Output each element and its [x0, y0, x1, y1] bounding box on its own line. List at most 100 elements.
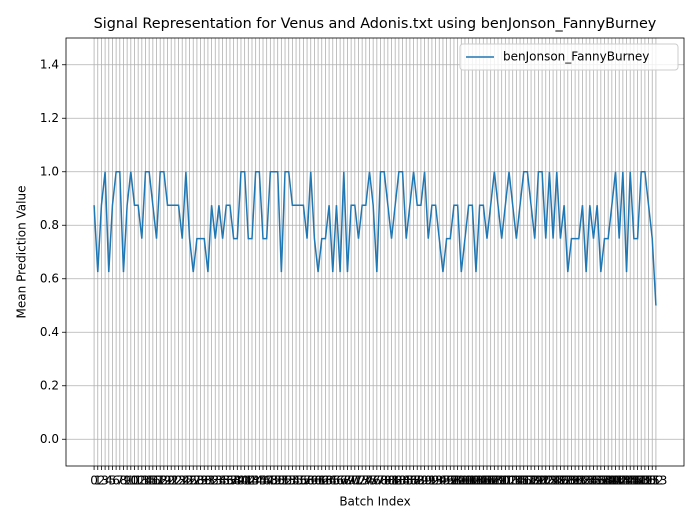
x-tick-label: 0	[90, 474, 98, 488]
x-tick-label: 58	[299, 474, 314, 488]
x-tick-label: 82	[388, 474, 403, 488]
x-tick-label: 40	[233, 474, 248, 488]
x-tick-label: 51	[274, 474, 289, 488]
x-tick-label: 129	[556, 474, 579, 488]
x-tick-label: 47	[259, 474, 274, 488]
x-tick-label: 90	[417, 474, 432, 488]
y-tick-label: 1.2	[40, 111, 59, 125]
x-tick-label: 63	[318, 474, 333, 488]
x-tick-label: 106	[472, 474, 495, 488]
x-tick-label: 133	[571, 474, 594, 488]
x-tick-label: 136	[582, 474, 605, 488]
x-tick-label: 48	[263, 474, 278, 488]
x-tick-label: 109	[483, 474, 506, 488]
x-tick-label: 72	[351, 474, 366, 488]
x-tick-label: 147	[622, 474, 645, 488]
x-tick-label: 80	[380, 474, 395, 488]
x-tick-label: 38	[226, 474, 241, 488]
x-tick-label: 102	[457, 474, 480, 488]
x-tick-label: 54	[285, 474, 300, 488]
x-tick-label: 15	[142, 474, 157, 488]
y-tick-label: 0.4	[40, 325, 59, 339]
x-tick-label: 104	[465, 474, 488, 488]
x-tick-label: 139	[593, 474, 616, 488]
x-tick-label: 143	[608, 474, 631, 488]
x-tick-label: 94	[432, 474, 447, 488]
x-tick-label: 111	[490, 474, 513, 488]
x-tick-label: 49	[266, 474, 281, 488]
x-tick-label: 42	[241, 474, 256, 488]
x-tick-label: 44	[248, 474, 263, 488]
x-tick-label: 67	[332, 474, 347, 488]
x-tick-label: 118	[516, 474, 539, 488]
x-tick-label: 145	[615, 474, 638, 488]
x-tick-label: 101	[454, 474, 477, 488]
x-tick-label: 98	[446, 474, 461, 488]
x-tick-label: 117	[512, 474, 535, 488]
x-tick-label: 75	[362, 474, 377, 488]
x-tick-label: 84	[395, 474, 410, 488]
x-tick-label: 22	[167, 474, 182, 488]
x-tick-label: 5	[109, 474, 117, 488]
x-tick-label: 20	[160, 474, 175, 488]
x-tick-label: 123	[534, 474, 557, 488]
y-tick-label: 0.6	[40, 271, 59, 285]
x-tick-label: 137	[586, 474, 609, 488]
x-tick-label: 103	[461, 474, 484, 488]
x-tick-label: 114	[501, 474, 524, 488]
x-tick-label: 115	[505, 474, 528, 488]
x-tick-label: 149	[630, 474, 653, 488]
x-tick-label: 8	[120, 474, 128, 488]
x-tick-label: 140	[597, 474, 620, 488]
x-tick-label: 85	[399, 474, 414, 488]
x-tick-label: 126	[545, 474, 568, 488]
x-tick-label: 119	[520, 474, 543, 488]
x-tick-label: 91	[421, 474, 436, 488]
x-tick-label: 33	[208, 474, 223, 488]
x-tick-label: 66	[329, 474, 344, 488]
x-tick-label: 26	[182, 474, 197, 488]
x-tick-label: 100	[450, 474, 473, 488]
x-tick-label: 27	[186, 474, 201, 488]
x-tick-label: 59	[303, 474, 318, 488]
x-tick-label: 71	[347, 474, 362, 488]
x-tick-label: 32	[204, 474, 219, 488]
x-tick-label: 153	[644, 474, 667, 488]
x-tick-label: 127	[549, 474, 572, 488]
y-tick-label: 0.8	[40, 218, 59, 232]
x-tick-label: 76	[366, 474, 381, 488]
y-tick-label: 0.0	[40, 432, 59, 446]
x-tick-label: 121	[527, 474, 550, 488]
x-tick-label: 112	[494, 474, 517, 488]
x-tick-label: 34	[211, 474, 226, 488]
x-tick-label: 9	[123, 474, 131, 488]
x-tick-label: 95	[435, 474, 450, 488]
x-tick-label: 24	[175, 474, 190, 488]
x-tick-label: 108	[479, 474, 502, 488]
y-tick-label: 1.4	[40, 57, 59, 71]
x-tick-label: 130	[560, 474, 583, 488]
x-tick-label: 99	[450, 474, 465, 488]
x-tick-label: 116	[509, 474, 532, 488]
x-tick-label: 148	[626, 474, 649, 488]
x-tick-label: 45	[252, 474, 267, 488]
x-tick-label: 19	[156, 474, 171, 488]
x-tick-label: 29	[193, 474, 208, 488]
x-tick-label: 18	[153, 474, 168, 488]
x-tick-label: 125	[542, 474, 565, 488]
x-tick-label: 39	[230, 474, 245, 488]
y-tick-label: 1.0	[40, 164, 59, 178]
x-tick-label: 7	[116, 474, 124, 488]
x-tick-label: 3	[101, 474, 109, 488]
legend-box	[459, 43, 679, 71]
x-tick-label: 17	[149, 474, 164, 488]
x-tick-label: 55	[288, 474, 303, 488]
x-tick-label: 73	[355, 474, 370, 488]
x-axis-label: Batch Index	[339, 495, 410, 509]
x-tick-label: 105	[468, 474, 491, 488]
x-tick-label: 53	[281, 474, 296, 488]
x-tick-label: 12	[131, 474, 146, 488]
x-tick-label: 79	[377, 474, 392, 488]
x-tick-label: 13	[134, 474, 149, 488]
